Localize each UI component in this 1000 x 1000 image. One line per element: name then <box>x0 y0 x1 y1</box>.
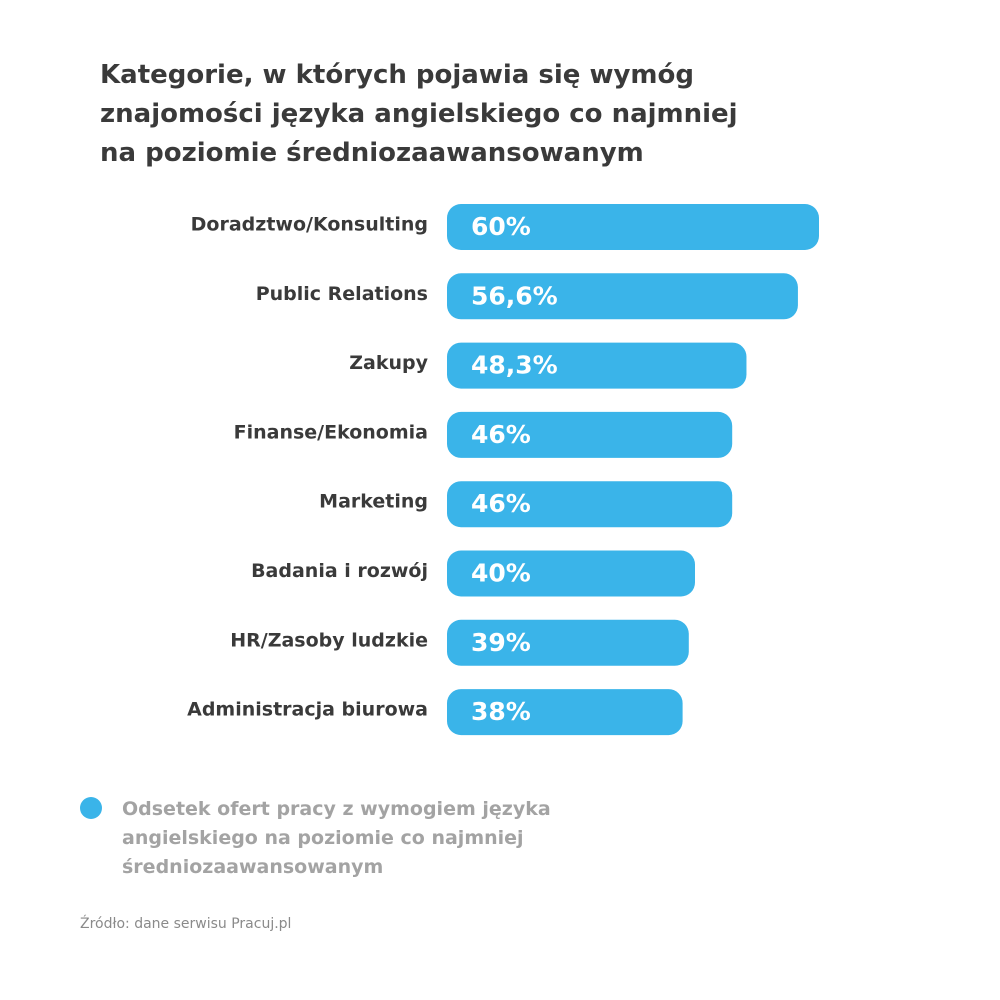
legend-label-line: angielskiego na poziomie co najmniej <box>122 827 524 849</box>
bar-value-label: 38% <box>471 697 531 726</box>
bar <box>447 550 695 597</box>
bar-value-label: 48,3% <box>471 351 558 380</box>
bar-value-label: 39% <box>471 628 531 657</box>
bar <box>447 273 798 320</box>
bar-value-label: 60% <box>471 212 531 241</box>
bar <box>447 481 733 528</box>
chart-title-line: znajomości języka angielskiego co najmni… <box>100 99 738 129</box>
bar <box>447 689 683 736</box>
legend-label-line: Odsetek ofert pracy z wymogiem języka <box>122 798 551 820</box>
category-label: Finanse/Ekonomia <box>234 421 428 443</box>
bar <box>447 342 747 389</box>
chart-title: Kategorie, w których pojawia się wymóg z… <box>100 56 800 173</box>
bar <box>447 411 733 458</box>
bar <box>447 204 819 250</box>
bar <box>447 619 689 666</box>
category-label: Administracja biurowa <box>187 699 428 721</box>
category-label: Doradztwo/Konsulting <box>191 214 428 236</box>
chart-title-line: na poziomie średniozaawansowanym <box>100 138 644 168</box>
legend-label-line: średniozaawansowanym <box>122 856 384 878</box>
chart-title-line: Kategorie, w których pojawia się wymóg <box>100 60 694 90</box>
bar-value-label: 56,6% <box>471 281 558 310</box>
legend-label: Odsetek ofert pracy z wymogiem języka an… <box>122 795 622 882</box>
bar-value-label: 40% <box>471 559 531 588</box>
source-note: Źródło: dane serwisu Pracuj.pl <box>80 916 292 932</box>
category-label: Marketing <box>319 491 428 513</box>
bar-chart: Doradztwo/Konsulting 60% Public Relations 5… <box>187 204 819 736</box>
category-label: Public Relations <box>256 283 428 305</box>
bar-value-label: 46% <box>471 420 531 449</box>
legend-marker <box>80 797 102 819</box>
bar-value-label: 46% <box>471 489 531 518</box>
category-label: HR/Zasoby ludzkie <box>230 629 428 651</box>
category-label: Zakupy <box>349 352 428 374</box>
category-label: Badania i rozwój <box>251 560 428 582</box>
